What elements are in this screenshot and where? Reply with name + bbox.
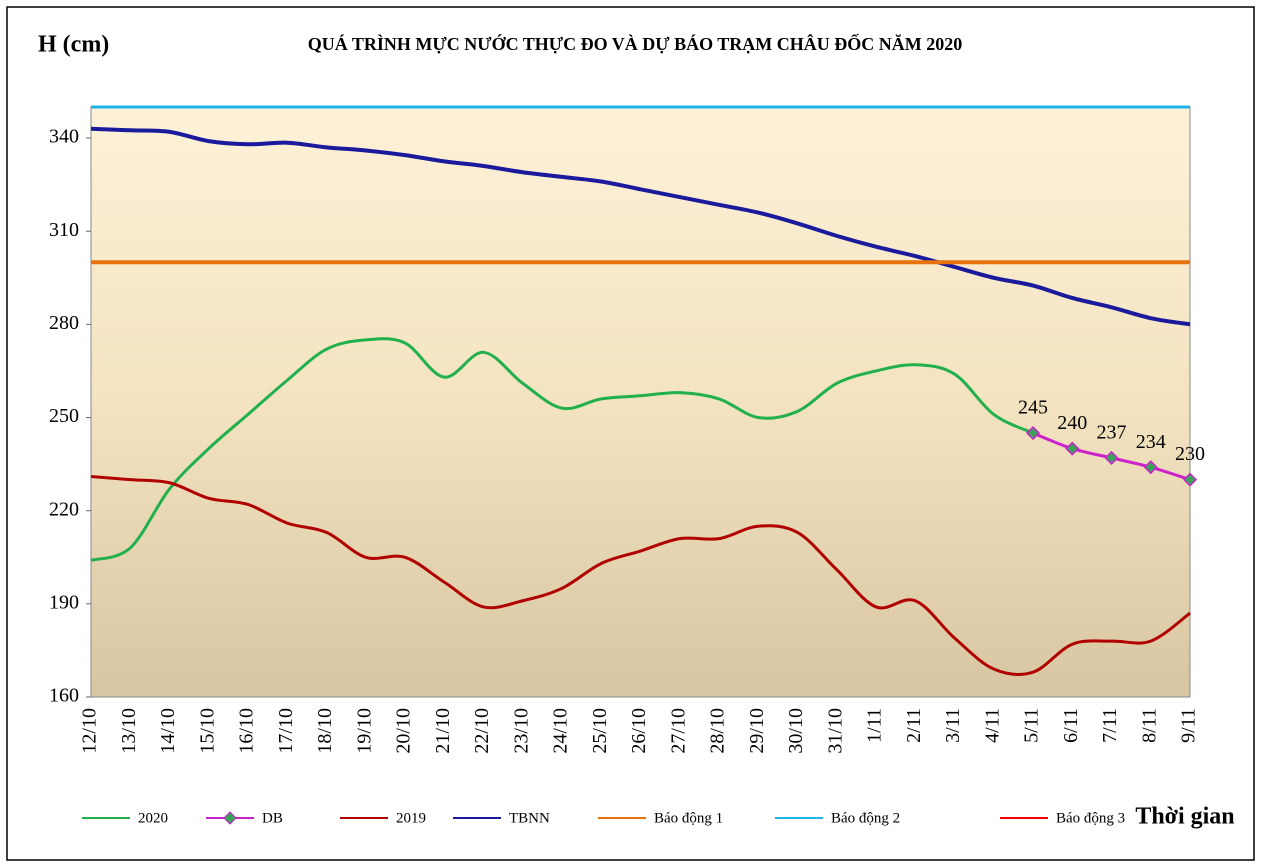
- legend-label: 2019: [396, 810, 426, 826]
- legend-label: TBNN: [509, 810, 550, 826]
- x-tick-label: 24/10: [550, 708, 572, 754]
- data-label: 240: [1057, 412, 1087, 434]
- legend-label: Báo động 1: [654, 810, 723, 826]
- y-tick-label: 250: [49, 405, 79, 427]
- marker: [1182, 472, 1198, 487]
- x-tick-label: 15/10: [196, 708, 218, 754]
- y-tick-label: 220: [49, 498, 79, 520]
- data-label: 234: [1136, 431, 1166, 453]
- y-tick-label: 340: [49, 126, 79, 148]
- x-tick-label: 1/11: [864, 708, 886, 743]
- x-axis-label: Thời gian: [1135, 804, 1234, 830]
- y-axis-label: H (cm): [38, 32, 109, 58]
- x-tick-label: 8/11: [1138, 708, 1160, 743]
- x-tick-label: 29/10: [746, 708, 768, 754]
- x-tick-label: 3/11: [942, 708, 964, 743]
- marker: [1104, 450, 1119, 465]
- chart-title: QUÁ TRÌNH MỰC NƯỚC THỰC ĐO VÀ DỰ BÁO TRẠ…: [308, 33, 963, 54]
- x-tick-label: 2/11: [903, 708, 925, 743]
- y-tick-label: 280: [49, 312, 79, 334]
- series-line: [90, 475, 1191, 676]
- x-tick-label: 28/10: [707, 708, 729, 754]
- series-line: [90, 126, 1191, 327]
- y-tick-label: 190: [49, 591, 79, 613]
- y-tick-label: 310: [49, 219, 79, 241]
- x-tick-label: 26/10: [628, 708, 650, 754]
- plot-area: [90, 106, 1191, 698]
- x-tick-label: 6/11: [1060, 708, 1082, 743]
- marker: [1025, 425, 1041, 441]
- x-tick-label: 27/10: [667, 708, 689, 754]
- legend-label: 2020: [138, 810, 168, 826]
- x-tick-label: 14/10: [157, 708, 179, 754]
- x-tick-label: 4/11: [981, 708, 1003, 743]
- x-tick-label: 16/10: [236, 708, 258, 754]
- legend-marker: [223, 811, 237, 825]
- x-tick-label: 7/11: [1099, 708, 1121, 743]
- x-tick-label: 22/10: [471, 708, 493, 754]
- legend: 2020 DB 2019 TBNN Báo động 1 Báo động 2 Báo độ…: [82, 810, 1125, 826]
- marker: [1143, 460, 1158, 475]
- marker: [1065, 441, 1080, 456]
- legend-label: DB: [262, 810, 283, 826]
- series-line: [90, 337, 1034, 562]
- x-tick-label: 9/11: [1178, 708, 1200, 743]
- y-tick-label: 160: [49, 685, 79, 707]
- x-tick-label: 12/10: [79, 708, 101, 754]
- data-label: 230: [1175, 443, 1205, 465]
- x-tick-label: 17/10: [275, 708, 297, 754]
- x-tick-label: 21/10: [432, 708, 454, 754]
- legend-label: Báo động 3: [1056, 810, 1125, 826]
- data-label: 237: [1097, 421, 1127, 443]
- x-tick-label: 5/11: [1021, 708, 1043, 743]
- x-tick-label: 18/10: [314, 708, 336, 754]
- data-label: 245: [1018, 397, 1048, 419]
- x-tick-label: 13/10: [118, 708, 140, 754]
- x-tick-label: 31/10: [824, 708, 846, 754]
- legend-label: Báo động 2: [831, 810, 900, 826]
- x-tick-label: 20/10: [393, 708, 415, 754]
- x-tick-label: 30/10: [785, 708, 807, 754]
- x-tick-label: 19/10: [353, 708, 375, 754]
- x-tick-label: 25/10: [589, 708, 611, 754]
- x-tick-label: 23/10: [510, 708, 532, 754]
